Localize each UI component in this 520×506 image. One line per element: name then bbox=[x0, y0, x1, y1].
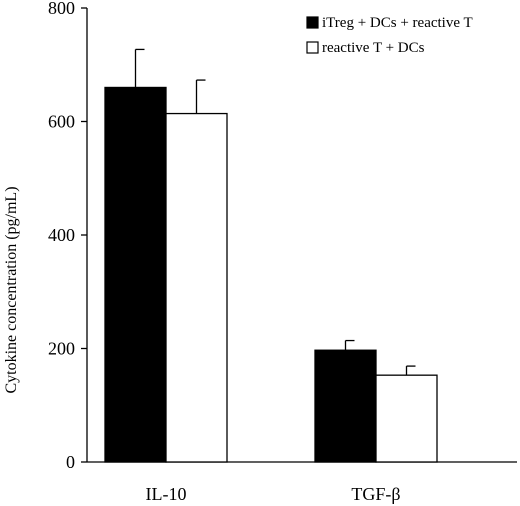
chart-axes: 0 200 400 600 800 IL-10 TGF-β bbox=[48, 0, 517, 504]
y-tick-label: 400 bbox=[48, 225, 75, 245]
x-category-label: TGF-β bbox=[351, 484, 400, 504]
bar-itreg-dcs-reactive-t-il10 bbox=[104, 86, 167, 463]
y-axis-title: Cytokine concentration (pg/mL) bbox=[3, 186, 20, 393]
chart-legend: iTreg + DCs + reactive T reactive T + DCs bbox=[306, 15, 473, 56]
y-tick-label: 800 bbox=[48, 0, 75, 18]
x-category-label: IL-10 bbox=[146, 484, 187, 504]
legend-swatch bbox=[306, 41, 319, 54]
y-tick-label: 0 bbox=[66, 452, 75, 472]
legend-label: iTreg + DCs + reactive T bbox=[322, 15, 473, 31]
bar-reactive-t-dcs-il10 bbox=[165, 112, 228, 463]
legend-label: reactive T + DCs bbox=[322, 40, 425, 56]
chart-bars bbox=[104, 48, 438, 463]
y-tick-label: 600 bbox=[48, 112, 75, 132]
legend-swatch bbox=[306, 16, 319, 29]
bar-reactive-t-dcs-tgfb bbox=[375, 374, 438, 463]
y-tick-label: 200 bbox=[48, 339, 75, 359]
bar-itreg-dcs-reactive-t-tgfb bbox=[314, 349, 377, 463]
